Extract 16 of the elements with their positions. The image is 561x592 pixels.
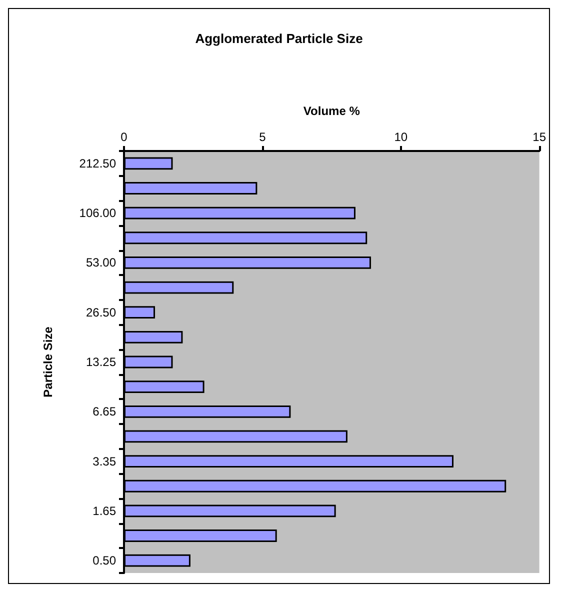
y-axis-title: Particle Size [41,326,55,398]
y-tick-label: 26.50 [86,305,116,320]
x-tick-label: 15 [532,130,546,144]
y-tick-label: 3.35 [92,454,116,468]
y-tick-label: 106.00 [79,206,116,220]
chart-title: Agglomerated Particle Size [195,31,363,46]
x-tick-label: 5 [259,130,266,144]
y-tick-label: 6.65 [92,404,116,419]
y-tick-label: 53.00 [86,256,116,270]
x-tick-label: 10 [394,130,408,144]
y-tick-label: 212.50 [79,156,116,170]
y-tick-label: 1.65 [92,504,116,518]
y-tick-label: 0.50 [92,554,116,568]
x-axis-title: Volume % [303,104,360,118]
y-tick-label: 13.25 [86,355,116,369]
x-tick-label: 0 [120,130,128,144]
